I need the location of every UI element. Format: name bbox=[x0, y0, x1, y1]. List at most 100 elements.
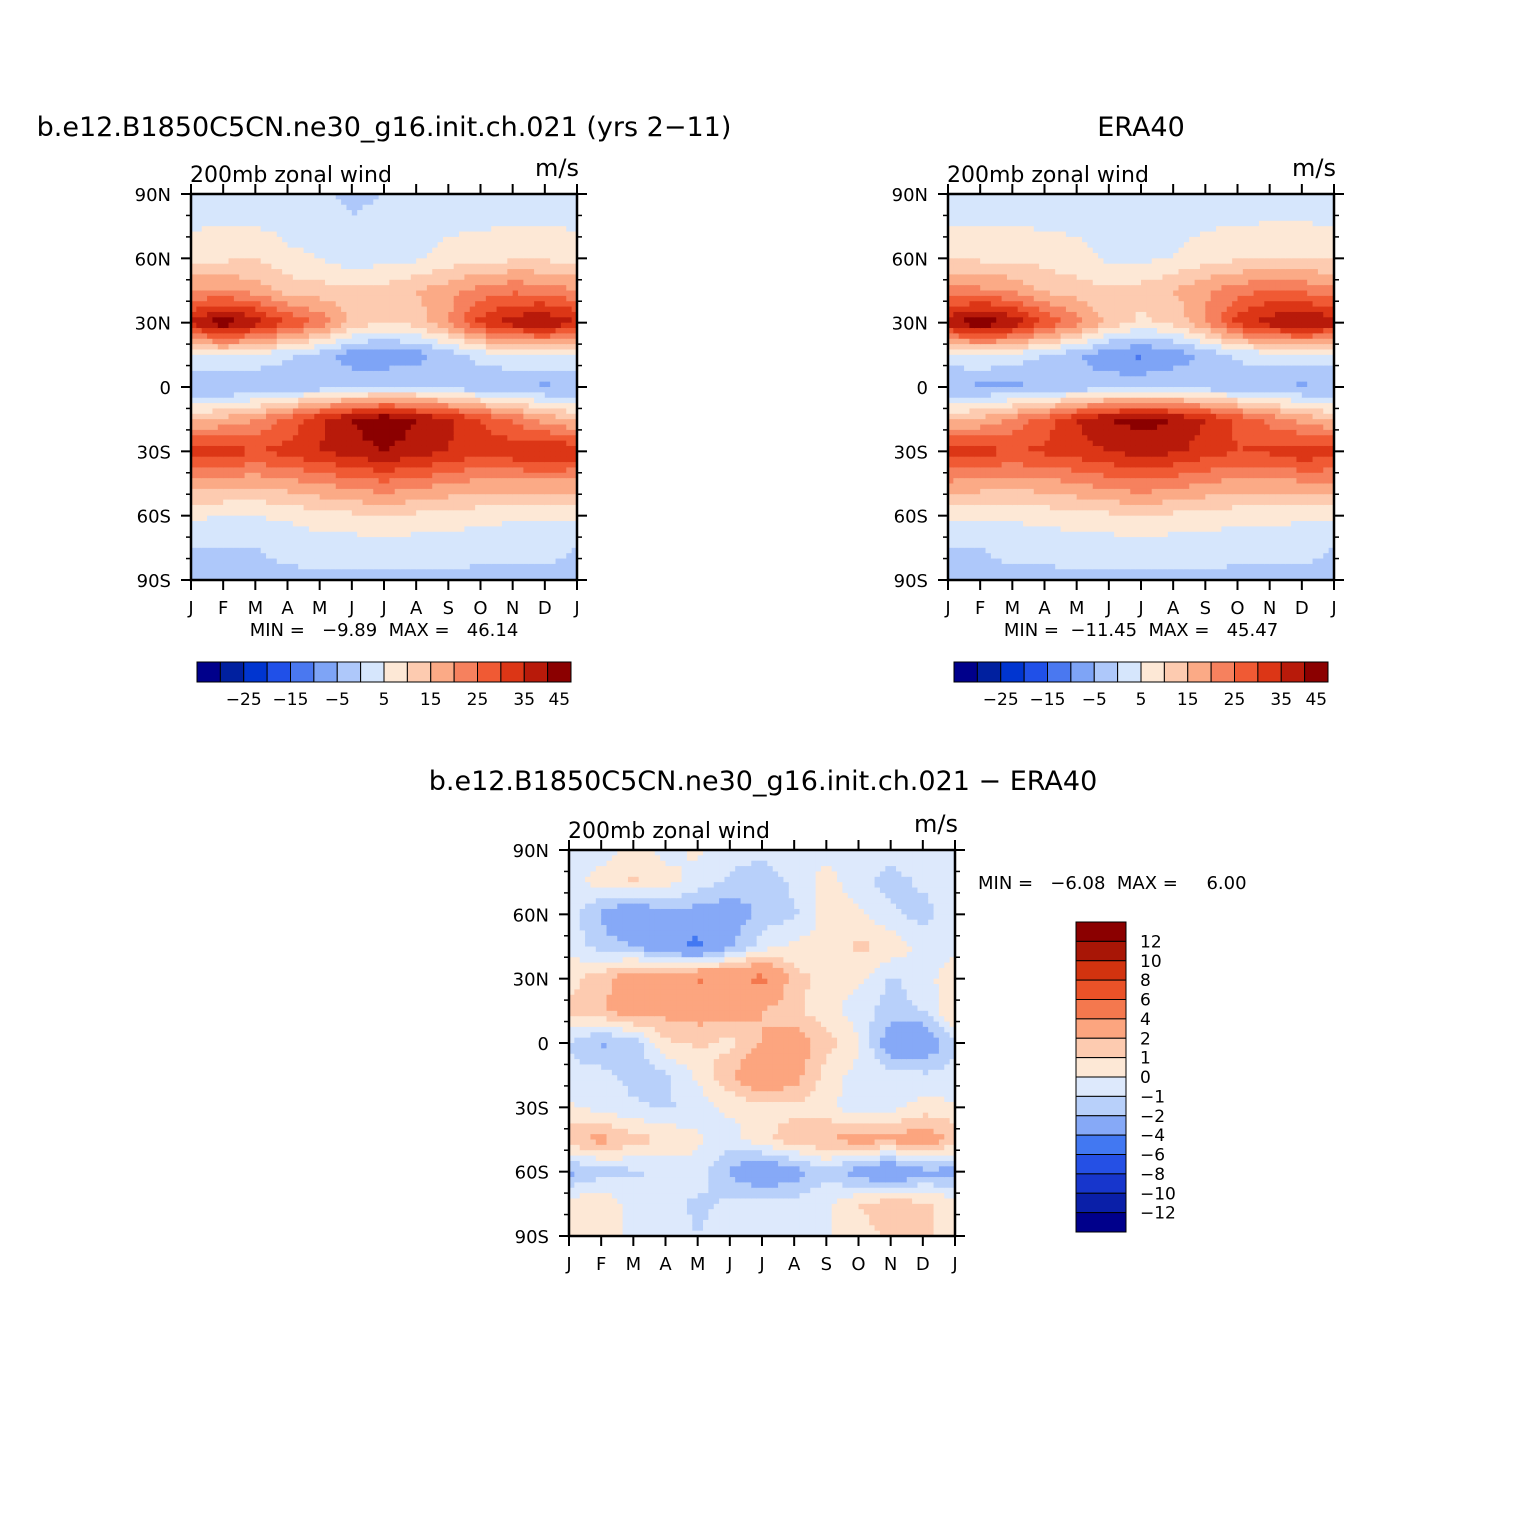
contour-cell bbox=[545, 505, 551, 511]
contour-cell bbox=[438, 376, 444, 382]
contour-cell bbox=[229, 339, 235, 345]
contour-cell bbox=[395, 285, 401, 291]
contour-cell bbox=[341, 548, 347, 554]
contour-cell bbox=[491, 548, 497, 554]
contour-cell bbox=[277, 462, 283, 468]
contour-cell bbox=[443, 569, 449, 575]
contour-cell bbox=[545, 532, 551, 538]
contour-cell bbox=[422, 269, 428, 275]
contour-cell bbox=[196, 542, 202, 548]
contour-cell bbox=[389, 451, 395, 457]
contour-cell bbox=[481, 280, 487, 286]
contour-cell bbox=[513, 516, 519, 522]
contour-cell bbox=[245, 451, 251, 457]
contour-cell bbox=[384, 371, 390, 377]
contour-cell bbox=[368, 328, 374, 334]
contour-cell bbox=[223, 526, 229, 532]
contour-cell bbox=[518, 457, 524, 463]
contour-cell bbox=[368, 242, 374, 248]
contour-cell bbox=[405, 548, 411, 554]
contour-cell bbox=[502, 414, 508, 420]
contour-cell bbox=[459, 521, 465, 527]
contour-cell bbox=[529, 366, 535, 372]
contour-cell bbox=[330, 312, 336, 318]
contour-cell bbox=[523, 441, 529, 447]
contour-cell bbox=[277, 333, 283, 339]
contour-cell bbox=[218, 248, 224, 254]
contour-cell bbox=[271, 269, 277, 275]
contour-cell bbox=[293, 258, 299, 264]
contour-cell bbox=[529, 258, 535, 264]
contour-cell bbox=[309, 264, 315, 270]
contour-cell bbox=[491, 232, 497, 238]
contour-cell bbox=[266, 494, 272, 500]
contour-cell bbox=[513, 232, 519, 238]
contour-cell bbox=[389, 269, 395, 275]
contour-cell bbox=[405, 403, 411, 409]
contour-cell bbox=[518, 441, 524, 447]
contour-cell bbox=[245, 462, 251, 468]
contour-cell bbox=[212, 425, 218, 431]
contour-cell bbox=[245, 532, 251, 538]
contour-cell bbox=[475, 376, 481, 382]
contour-cell bbox=[234, 473, 240, 479]
contour-cell bbox=[271, 387, 277, 393]
contour-cell bbox=[196, 274, 202, 280]
contour-cell bbox=[497, 425, 503, 431]
contour-cell bbox=[325, 371, 331, 377]
contour-cell bbox=[341, 414, 347, 420]
contour-cell bbox=[352, 226, 358, 232]
contour-cell bbox=[534, 430, 540, 436]
contour-cell bbox=[346, 478, 352, 484]
panel-title: b.e12.B1850C5CN.ne30_g16.init.ch.021 (yr… bbox=[37, 112, 732, 143]
contour-cell bbox=[411, 451, 417, 457]
contour-cell bbox=[384, 430, 390, 436]
contour-cell bbox=[346, 408, 352, 414]
contour-cell bbox=[443, 564, 449, 570]
contour-cell bbox=[282, 392, 288, 398]
contour-cell bbox=[330, 215, 336, 221]
contour-cell bbox=[513, 296, 519, 302]
contour-cell bbox=[282, 564, 288, 570]
contour-cell bbox=[368, 398, 374, 404]
contour-cell bbox=[556, 473, 562, 479]
contour-cell bbox=[352, 387, 358, 393]
contour-cell bbox=[384, 269, 390, 275]
contour-cell bbox=[212, 403, 218, 409]
contour-cell bbox=[400, 435, 406, 441]
contour-cell bbox=[261, 221, 267, 227]
contour-cell bbox=[459, 248, 465, 254]
contour-cell bbox=[384, 355, 390, 361]
contour-cell bbox=[196, 500, 202, 506]
contour-cell bbox=[304, 269, 310, 275]
contour-cell bbox=[352, 205, 358, 211]
contour-cell bbox=[518, 392, 524, 398]
contour-cell bbox=[502, 564, 508, 570]
contour-cell bbox=[448, 505, 454, 511]
contour-cell bbox=[239, 564, 245, 570]
contour-cell bbox=[464, 349, 470, 355]
contour-cell bbox=[352, 484, 358, 490]
contour-cell bbox=[470, 569, 476, 575]
contour-cell bbox=[277, 473, 283, 479]
contour-cell bbox=[229, 264, 235, 270]
contour-cell bbox=[266, 419, 272, 425]
contour-cell bbox=[320, 269, 326, 275]
contour-cell bbox=[309, 559, 315, 565]
contour-cell bbox=[405, 441, 411, 447]
contour-cell bbox=[411, 312, 417, 318]
contour-cell bbox=[266, 264, 272, 270]
contour-cell bbox=[545, 403, 551, 409]
contour-cell bbox=[443, 376, 449, 382]
contour-cell bbox=[491, 500, 497, 506]
contour-cell bbox=[550, 285, 556, 291]
contour-cell bbox=[475, 291, 481, 297]
contour-cell bbox=[341, 392, 347, 398]
contour-cell bbox=[341, 242, 347, 248]
contour-cell bbox=[545, 210, 551, 216]
contour-cell bbox=[309, 371, 315, 377]
contour-cell bbox=[389, 323, 395, 329]
contour-cell bbox=[218, 221, 224, 227]
contour-cell bbox=[212, 516, 218, 522]
contour-cell bbox=[497, 537, 503, 543]
